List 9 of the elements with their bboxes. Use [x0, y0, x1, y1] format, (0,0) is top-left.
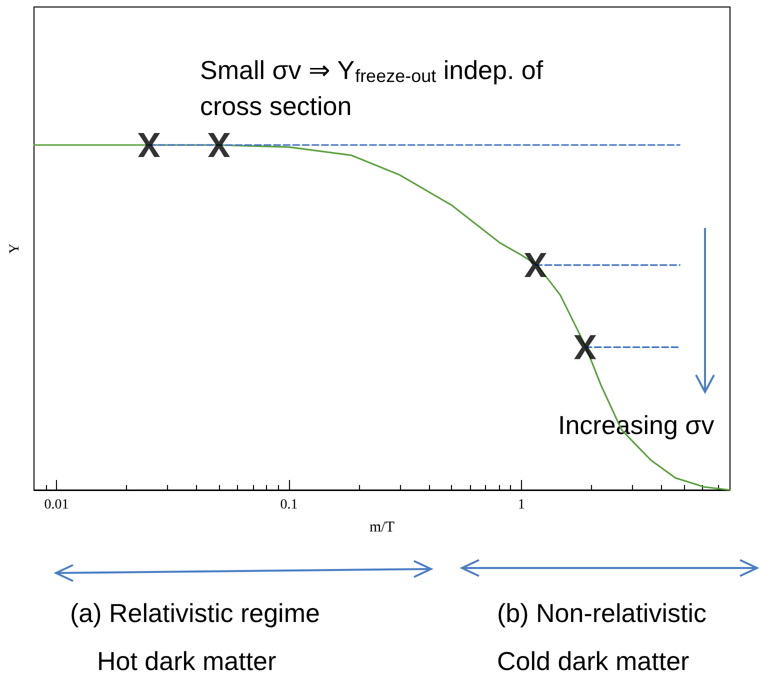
y-axis-title: Y: [8, 243, 22, 254]
x-tick-label: 0.01: [44, 498, 69, 512]
text: Cold dark matter: [497, 646, 690, 676]
x-axis-title: m/T: [370, 520, 394, 536]
x-tick-label: 1: [518, 498, 525, 512]
x-tick-label: 0.1: [280, 498, 298, 512]
text: Hot dark matter: [97, 646, 277, 676]
text: (a) Relativistic regime: [70, 598, 320, 628]
text: (b) Non-relativistic: [497, 598, 706, 628]
